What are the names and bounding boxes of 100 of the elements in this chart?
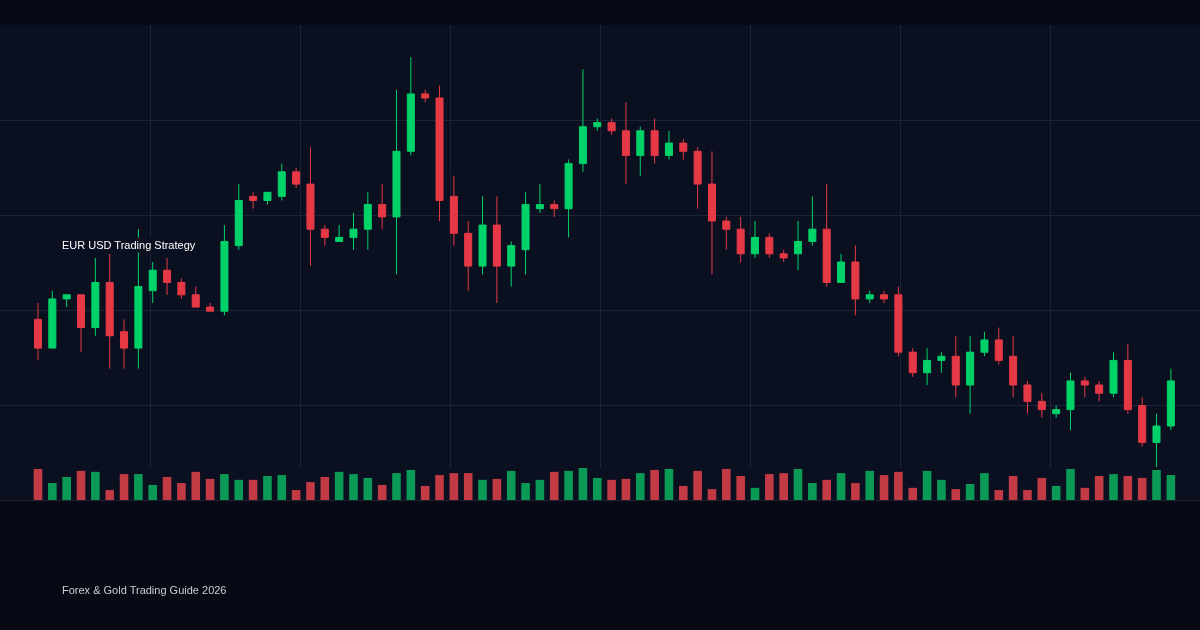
bar — [1066, 468, 1075, 500]
candlestick — [980, 331, 989, 357]
candlestick — [636, 126, 645, 177]
bar — [435, 475, 444, 500]
candlestick — [707, 150, 716, 275]
text: Forex & Gold Trading Guide 2026 — [62, 584, 227, 596]
candlestick — [435, 85, 444, 222]
bar — [607, 479, 616, 500]
bar — [291, 490, 301, 500]
candlestick — [750, 220, 760, 259]
candlestick — [1152, 413, 1161, 468]
bar — [105, 490, 114, 500]
bar — [220, 474, 229, 500]
bar — [736, 476, 745, 500]
candlestick — [492, 195, 501, 304]
bar — [1094, 476, 1104, 500]
bar — [722, 468, 731, 500]
bar — [320, 476, 330, 500]
bar — [48, 483, 57, 500]
candlestick — [1138, 396, 1147, 447]
candlestick — [851, 245, 860, 316]
candlestick — [349, 212, 358, 251]
bar — [349, 474, 358, 500]
bar — [277, 475, 287, 500]
bar — [836, 473, 846, 500]
candlestick — [664, 130, 673, 160]
candlestick — [1066, 372, 1075, 431]
bar — [1008, 476, 1018, 500]
candlestick — [177, 277, 186, 300]
candlestick — [392, 89, 401, 275]
candlestick — [77, 294, 86, 353]
candlestick — [822, 183, 831, 288]
bar — [1037, 477, 1047, 500]
bar — [492, 478, 502, 500]
bar — [1166, 475, 1176, 500]
candlestick — [564, 159, 573, 238]
candlestick — [406, 56, 415, 156]
bar — [951, 489, 961, 500]
bar — [679, 485, 688, 500]
bar — [851, 483, 860, 500]
candlestick — [507, 241, 516, 288]
candlestick — [306, 146, 315, 267]
bar — [693, 470, 702, 500]
bar — [263, 476, 272, 500]
bar — [334, 471, 344, 500]
candlestick — [478, 195, 487, 275]
candlestick — [62, 294, 71, 308]
candlestick — [966, 335, 975, 415]
bar — [707, 489, 717, 500]
bar — [1023, 490, 1032, 500]
bar — [463, 473, 473, 500]
text: EUR USD Trading Strategy — [62, 239, 196, 251]
candlestick — [148, 261, 157, 304]
bar — [793, 468, 803, 500]
bar — [1137, 477, 1147, 500]
candlestick — [578, 68, 587, 173]
candlestick — [679, 138, 688, 160]
candlestick — [220, 224, 229, 316]
candlestick — [48, 290, 57, 349]
bar — [76, 470, 86, 500]
bar — [922, 470, 932, 500]
bar — [1152, 469, 1161, 500]
bar — [865, 470, 875, 500]
candlestick — [994, 327, 1003, 365]
bar — [564, 470, 573, 500]
bar — [549, 471, 559, 500]
candlestick — [449, 175, 458, 247]
bar — [191, 471, 201, 500]
candlestick — [320, 224, 329, 247]
candlestick — [277, 163, 286, 201]
candlestick — [1109, 351, 1118, 398]
candlestick — [464, 220, 473, 292]
bar — [1080, 487, 1090, 500]
bar — [650, 469, 659, 500]
candlestick — [880, 290, 889, 304]
candlestick — [837, 253, 846, 283]
bar — [1123, 476, 1133, 500]
bar — [506, 470, 516, 500]
candlestick — [794, 220, 803, 271]
bar — [664, 468, 674, 500]
bar — [91, 471, 100, 500]
bar — [965, 484, 975, 500]
candlestick — [937, 351, 946, 374]
candlestick — [535, 183, 544, 214]
candlestick — [33, 302, 43, 361]
candlestick — [808, 195, 817, 247]
candlestick — [923, 347, 932, 386]
bar — [205, 478, 215, 500]
bar — [937, 479, 946, 500]
bar — [478, 479, 487, 500]
candlestick — [1037, 392, 1046, 419]
bar — [879, 475, 889, 500]
bar — [148, 484, 158, 500]
candlestick — [865, 290, 874, 304]
candlestick — [378, 183, 387, 230]
bar — [406, 469, 416, 500]
candlestick — [650, 118, 659, 165]
bar — [578, 468, 588, 500]
bar — [808, 483, 817, 500]
bar — [1051, 485, 1061, 500]
